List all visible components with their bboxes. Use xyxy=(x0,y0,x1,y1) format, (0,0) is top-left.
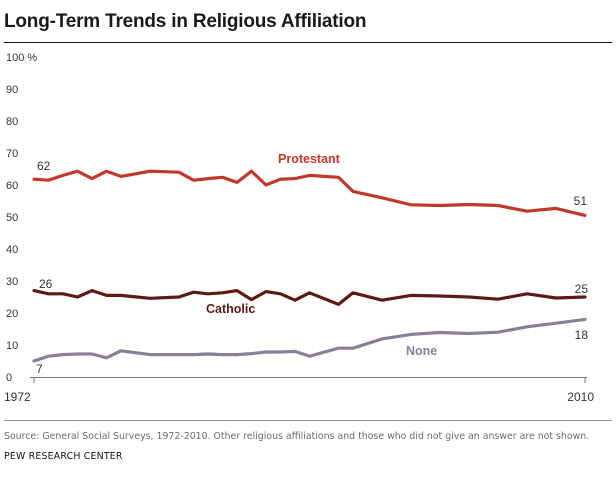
y-tick-label-80: 80 xyxy=(6,116,18,128)
series-line-catholic xyxy=(32,289,587,306)
x-tick-label-start: 1972 xyxy=(4,390,31,404)
data-label-none-start: 7 xyxy=(36,362,43,376)
y-tick-label-20: 20 xyxy=(6,308,18,320)
data-label-protestant-start: 62 xyxy=(37,159,51,173)
data-label-catholic-start: 26 xyxy=(39,277,53,291)
series-label-protestant: Protestant xyxy=(278,152,341,166)
y-tick-label-60: 60 xyxy=(6,180,18,192)
line-chart: 0 10 20 30 40 50 60 70 80 90 100 % 1972 2010 Protesta… xyxy=(4,52,594,404)
series-line-none xyxy=(32,317,587,363)
y-tick-label-40: 40 xyxy=(6,244,18,256)
y-tick-label-30: 30 xyxy=(6,276,18,288)
footer-rule xyxy=(4,420,612,421)
y-tick-label-10: 10 xyxy=(6,340,18,352)
source-note: Source: General Social Surveys, 1972-201… xyxy=(4,431,590,442)
y-tick-label-0: 0 xyxy=(6,372,12,384)
series-label-catholic: Catholic xyxy=(206,302,255,316)
y-tick-label-90: 90 xyxy=(6,84,18,96)
chart-title: Long-Term Trends in Religious Affiliatio… xyxy=(4,11,367,32)
y-tick-label-70: 70 xyxy=(6,148,18,160)
title-rule xyxy=(4,42,612,43)
data-label-catholic-end: 25 xyxy=(575,282,589,296)
series-line-protestant xyxy=(32,169,587,217)
y-tick-label-100: 100 % xyxy=(6,52,37,64)
series-label-none: None xyxy=(406,344,437,358)
data-label-none-end: 18 xyxy=(575,328,589,342)
x-tick-label-end: 2010 xyxy=(567,390,594,404)
data-label-protestant-end: 51 xyxy=(574,194,588,208)
organization-name: PEW RESEARCH CENTER xyxy=(4,451,123,462)
y-tick-label-50: 50 xyxy=(6,212,18,224)
